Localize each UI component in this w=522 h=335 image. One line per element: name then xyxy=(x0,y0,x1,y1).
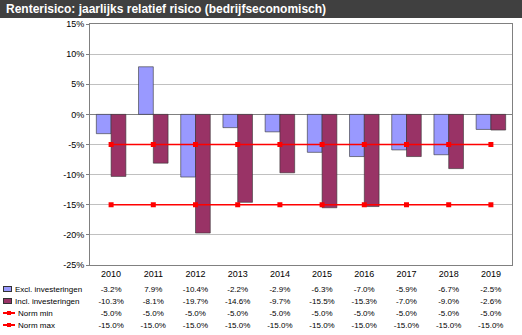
html-text:-10.4%: -10.4% xyxy=(182,284,209,294)
html-text:-5.0%: -5.0% xyxy=(227,308,249,318)
svg-text:2017: 2017 xyxy=(396,269,416,279)
html-text:Incl. investeringen: Incl. investeringen xyxy=(15,296,80,306)
html-text:-14.6%: -14.6% xyxy=(225,296,251,306)
svg-text:5%: 5% xyxy=(71,79,84,89)
html-text:-8.1%: -8.1% xyxy=(142,296,164,306)
svg-text:-20%: -20% xyxy=(63,230,84,240)
html-text:-10.3%: -10.3% xyxy=(98,296,124,306)
html-text:Norm max: Norm max xyxy=(18,320,55,330)
html-text:-5.9%: -5.9% xyxy=(396,284,417,294)
svg-text:-25%: -25% xyxy=(63,260,84,270)
svg-text:-10%: -10% xyxy=(63,170,84,180)
html-text:-15.3%: -15.3% xyxy=(351,296,377,306)
html-text:-15.5%: -15.5% xyxy=(309,296,335,306)
svg-text:0%: 0% xyxy=(71,110,84,120)
svg-text:15%: 15% xyxy=(66,19,84,29)
html-text:-2.2%: -2.2% xyxy=(227,284,249,294)
html-text:-7.0%: -7.0% xyxy=(396,296,417,306)
html-text:Excl. investeringen: Excl. investeringen xyxy=(15,284,83,294)
html-text:-2.5%: -2.5% xyxy=(480,284,502,294)
html-text:-5.0%: -5.0% xyxy=(396,308,417,318)
svg-text:2013: 2013 xyxy=(228,269,248,279)
html-text:-5.0%: -5.0% xyxy=(185,308,206,318)
html-text:-6.3%: -6.3% xyxy=(311,284,333,294)
html-text:-2.6%: -2.6% xyxy=(480,296,502,306)
html-text:-19.7%: -19.7% xyxy=(182,296,209,306)
html-text:-7.0%: -7.0% xyxy=(353,284,375,294)
html-text:-5.0%: -5.0% xyxy=(353,308,375,318)
html-text:Norm min: Norm min xyxy=(18,308,53,318)
html-text:-15.0%: -15.0% xyxy=(182,320,209,330)
svg-text:-15%: -15% xyxy=(63,200,84,210)
html-text:Renterisico: jaarlijks relatie: Renterisico: jaarlijks relatief risico (… xyxy=(6,2,327,16)
html-text:-15.0%: -15.0% xyxy=(309,320,335,330)
svg-text:2019: 2019 xyxy=(481,269,501,279)
html-text:-15.0%: -15.0% xyxy=(435,320,462,330)
html-text:-15.0%: -15.0% xyxy=(393,320,420,330)
html-text:-3.2%: -3.2% xyxy=(100,284,122,294)
html-text:7.9%: 7.9% xyxy=(144,284,163,294)
html-text:-15.0%: -15.0% xyxy=(140,320,166,330)
svg-text:2011: 2011 xyxy=(144,269,163,279)
html-text:-5.0%: -5.0% xyxy=(438,308,460,318)
svg-text:10%: 10% xyxy=(66,49,84,59)
html-text:-15.0%: -15.0% xyxy=(267,320,293,330)
html-text:-6.7%: -6.7% xyxy=(438,284,460,294)
svg-text:2012: 2012 xyxy=(185,269,205,279)
svg-text:2015: 2015 xyxy=(312,269,332,279)
svg-text:2014: 2014 xyxy=(270,269,290,279)
html-text:-15.0%: -15.0% xyxy=(351,320,377,330)
html-text:-9.0%: -9.0% xyxy=(438,296,460,306)
html-text:-5.0%: -5.0% xyxy=(311,308,333,318)
svg-text:-5%: -5% xyxy=(68,140,84,150)
html-text:-2.9%: -2.9% xyxy=(269,284,291,294)
html-text:-5.0%: -5.0% xyxy=(100,308,122,318)
html-text:-5.0%: -5.0% xyxy=(480,308,502,318)
svg-text:2018: 2018 xyxy=(439,269,459,279)
html-text:-15.0%: -15.0% xyxy=(98,320,124,330)
svg-text:2010: 2010 xyxy=(101,269,121,279)
html-text:-15.0%: -15.0% xyxy=(478,320,504,330)
html-text:-5.0%: -5.0% xyxy=(142,308,164,318)
html-text:-15.0%: -15.0% xyxy=(225,320,251,330)
html-text:-9.7%: -9.7% xyxy=(269,296,291,306)
html-text:-5.0%: -5.0% xyxy=(269,308,291,318)
svg-text:2016: 2016 xyxy=(354,269,374,279)
